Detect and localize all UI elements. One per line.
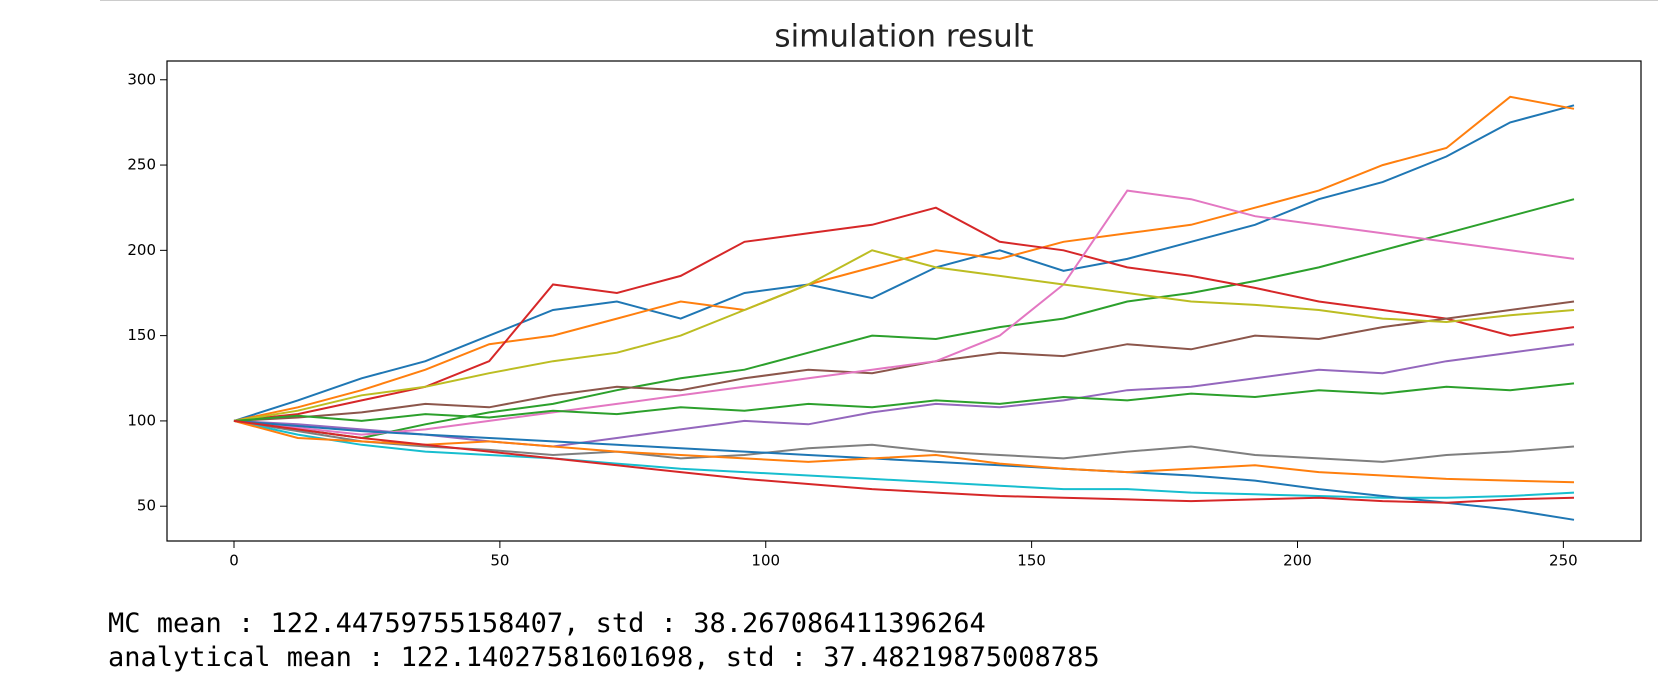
sim-path [233,104,1575,422]
y-tick-label: 100 [127,411,156,429]
sim-path [233,249,1575,422]
sim-path [233,343,1575,448]
x-tick-label: 200 [1283,552,1312,570]
sim-path [233,300,1575,422]
sim-path [233,382,1575,422]
output-line: analytical mean : 122.14027581601698, st… [108,642,1100,673]
sim-path [233,189,1575,436]
chart: simulation result 0 50 100 150 200 250 50 100 15… [100,0,1658,570]
x-tick-label: 0 [229,552,239,570]
x-tick-label: 100 [751,552,780,570]
sim-path [233,206,1575,422]
plot-frame [166,60,1642,542]
output-line: MC mean : 122.44759755158407, std : 38.2… [108,608,986,639]
x-tick-label: 150 [1017,552,1046,570]
y-tick-label: 200 [127,241,156,259]
y-tick-label: 250 [127,156,156,174]
y-tick-label: 150 [127,326,156,344]
x-tick-label: 50 [490,552,509,570]
sim-path [233,419,1575,484]
sim-path [233,419,1575,499]
y-tick-label: 300 [127,70,156,88]
chart-title: simulation result [774,19,1033,55]
sim-path [233,419,1575,521]
sim-path [233,419,1575,504]
sim-path [233,198,1575,440]
y-tick-label: 50 [137,497,156,515]
x-tick-label: 250 [1549,552,1578,570]
